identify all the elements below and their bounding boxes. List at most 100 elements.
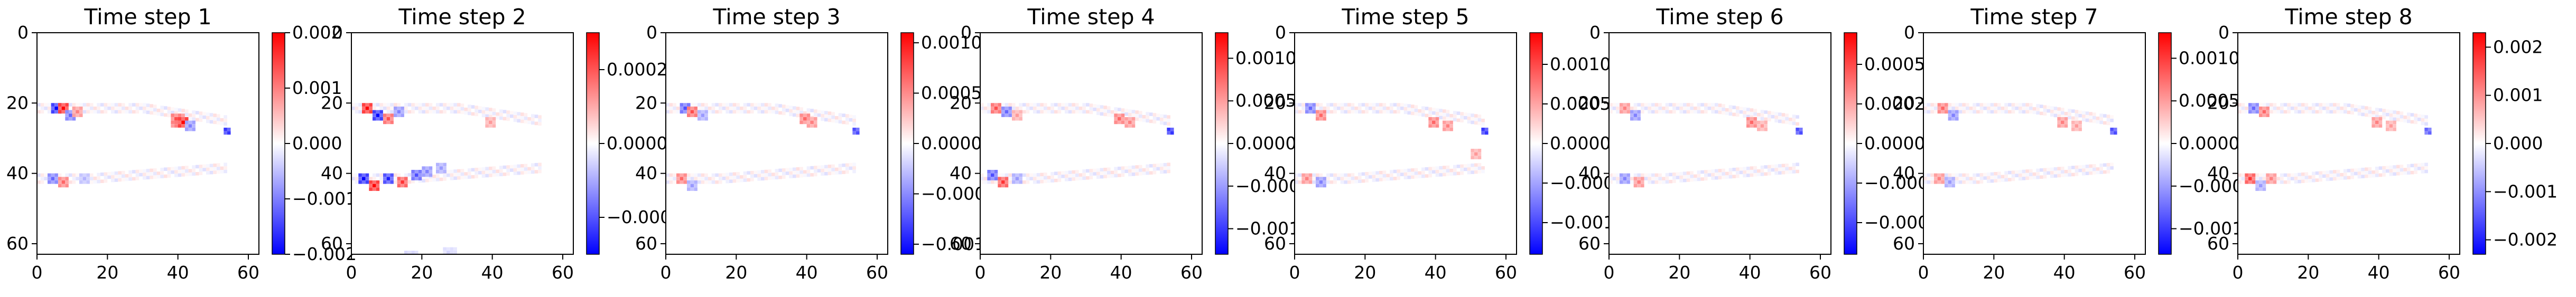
heatmap-cell	[1369, 107, 1372, 110]
heatmap-cell	[1997, 110, 2001, 114]
heatmap-cell	[2114, 131, 2117, 135]
heatmap-cell	[1086, 176, 1090, 180]
heatmap-cell	[1029, 107, 1033, 110]
heatmap-cell	[698, 110, 701, 114]
heatmap-cell	[213, 170, 217, 174]
heatmap-cell	[65, 107, 69, 110]
heatmap-cell	[1160, 163, 1164, 167]
heatmap-cell	[980, 180, 984, 184]
heatmap-cell	[845, 121, 849, 125]
heatmap-cell	[1736, 174, 1740, 178]
heatmap-cell	[404, 177, 408, 180]
heatmap-cell	[58, 177, 62, 180]
heatmap-cell	[1477, 149, 1482, 152]
heatmap-cell	[2336, 177, 2340, 180]
heatmap-cell	[991, 173, 994, 177]
heatmap-cell	[72, 107, 76, 110]
heatmap-cell	[1390, 177, 1393, 181]
heatmap-cell	[2068, 169, 2071, 174]
heatmap-cell	[2361, 175, 2365, 178]
heatmap-cell	[481, 110, 486, 114]
heatmap-cell	[1467, 120, 1471, 124]
heatmap-cell	[397, 184, 401, 188]
heatmap-cell	[174, 117, 178, 121]
heatmap-cell	[2322, 103, 2326, 107]
heatmap-cell	[704, 117, 708, 121]
heatmap-cell	[538, 162, 542, 166]
heatmap-cell	[796, 113, 800, 118]
heatmap-cell	[492, 120, 496, 124]
heatmap-cell	[1295, 107, 1298, 110]
heatmap-cell	[2294, 180, 2298, 184]
heatmap-cell	[1379, 103, 1383, 107]
heatmap-cell	[1170, 128, 1174, 131]
heatmap-cell	[362, 107, 366, 110]
heatmap-cell	[1785, 113, 1789, 117]
heatmap-cell	[2322, 107, 2326, 110]
heatmap-cell	[817, 113, 821, 117]
heatmap-cell	[531, 118, 535, 121]
heatmap-cell	[1641, 173, 1644, 177]
x-tick-label: 20	[1668, 262, 1690, 283]
heatmap-cell	[2259, 113, 2263, 117]
heatmap-cell	[1340, 177, 1344, 180]
heatmap-cell	[754, 170, 758, 174]
heatmap-cell	[1616, 180, 1620, 184]
heatmap-cell	[1428, 124, 1432, 128]
heatmap-cell	[1633, 110, 1638, 114]
heatmap-cell	[404, 107, 408, 110]
heatmap-cell	[1923, 180, 1927, 184]
heatmap-cell	[365, 110, 369, 114]
heatmap-cell	[90, 173, 94, 177]
heatmap-cell	[1768, 172, 1771, 176]
heatmap-cell	[1333, 107, 1337, 110]
heatmap-cell	[1945, 107, 1948, 110]
heatmap-cell	[1796, 128, 1799, 131]
heatmap-cell	[1015, 113, 1019, 117]
heatmap-cell	[1623, 107, 1627, 110]
heatmap-cell	[2294, 110, 2298, 114]
heatmap-cell	[2375, 117, 2379, 121]
heatmap-cell	[1948, 173, 1952, 177]
heatmap-cell	[1690, 110, 1694, 114]
heatmap-cell	[429, 166, 433, 170]
heatmap-cell	[2040, 111, 2043, 116]
heatmap-cell	[817, 110, 821, 113]
heatmap-cell	[1467, 167, 1471, 171]
heatmap-cell	[436, 166, 440, 170]
heatmap-cell	[2393, 172, 2396, 176]
heatmap-cell	[669, 177, 673, 180]
heatmap-cell	[803, 113, 807, 117]
heatmap-cell	[2040, 168, 2043, 172]
heatmap-cell	[1019, 113, 1022, 117]
heatmap-cell	[386, 103, 390, 107]
heatmap-cell	[1312, 103, 1316, 107]
heatmap-cell	[687, 107, 691, 110]
heatmap-cell	[76, 107, 79, 110]
heatmap-cell	[852, 166, 856, 170]
heatmap-cell	[468, 171, 471, 176]
heatmap-cell	[2287, 180, 2291, 184]
heatmap-cell	[164, 106, 168, 110]
heatmap-cell	[1641, 110, 1644, 114]
heatmap-cell	[1128, 173, 1132, 177]
heatmap-cell	[2414, 164, 2417, 167]
heatmap-cell	[2004, 107, 2008, 110]
heatmap-cell	[1781, 164, 1785, 168]
heatmap-cell	[439, 177, 443, 181]
heatmap-cell	[2015, 107, 2019, 110]
heatmap-cell	[61, 110, 66, 114]
heatmap-cell	[761, 110, 765, 114]
heatmap-cell	[680, 173, 684, 177]
heatmap-cell	[355, 177, 359, 180]
heatmap-cell	[2372, 117, 2375, 121]
heatmap-cell	[76, 173, 79, 177]
heatmap-cell	[185, 173, 189, 177]
heatmap-cell	[362, 110, 366, 114]
heatmap-cell	[2004, 103, 2008, 107]
heatmap-cell	[178, 108, 182, 112]
heatmap-cell	[994, 173, 998, 177]
heatmap-cell	[520, 119, 524, 123]
heatmap-cell	[1439, 112, 1443, 116]
heatmap-cell	[2248, 173, 2252, 177]
